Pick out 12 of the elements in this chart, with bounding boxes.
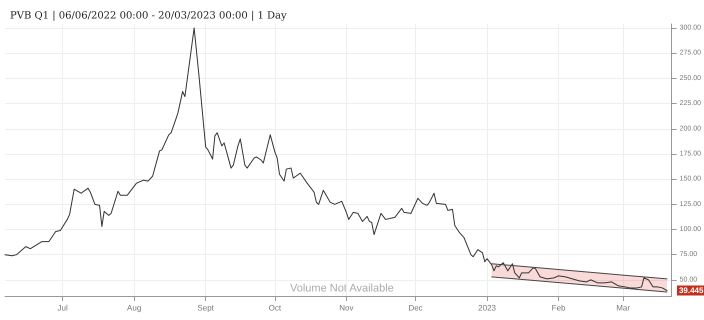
- chart-title: PVB Q1 | 06/06/2022 00:00 - 20/03/2023 00:00 | 1 Day: [10, 10, 288, 22]
- x-tick-label: Mar: [616, 304, 630, 312]
- annotation: 39.445: [678, 286, 704, 296]
- x-tick-label: Feb: [552, 304, 566, 312]
- x-tick-label: Jul: [58, 304, 68, 312]
- x-tick-label: 2023: [478, 304, 497, 312]
- x-tick-label: Nov: [339, 304, 354, 312]
- x-tick-label: Oct: [268, 304, 282, 312]
- x-tick-label: Sept: [197, 304, 215, 312]
- annotation: Volume Not Available: [290, 282, 394, 294]
- x-tick-label: Dec: [408, 304, 423, 312]
- x-tick-label: Aug: [127, 304, 142, 312]
